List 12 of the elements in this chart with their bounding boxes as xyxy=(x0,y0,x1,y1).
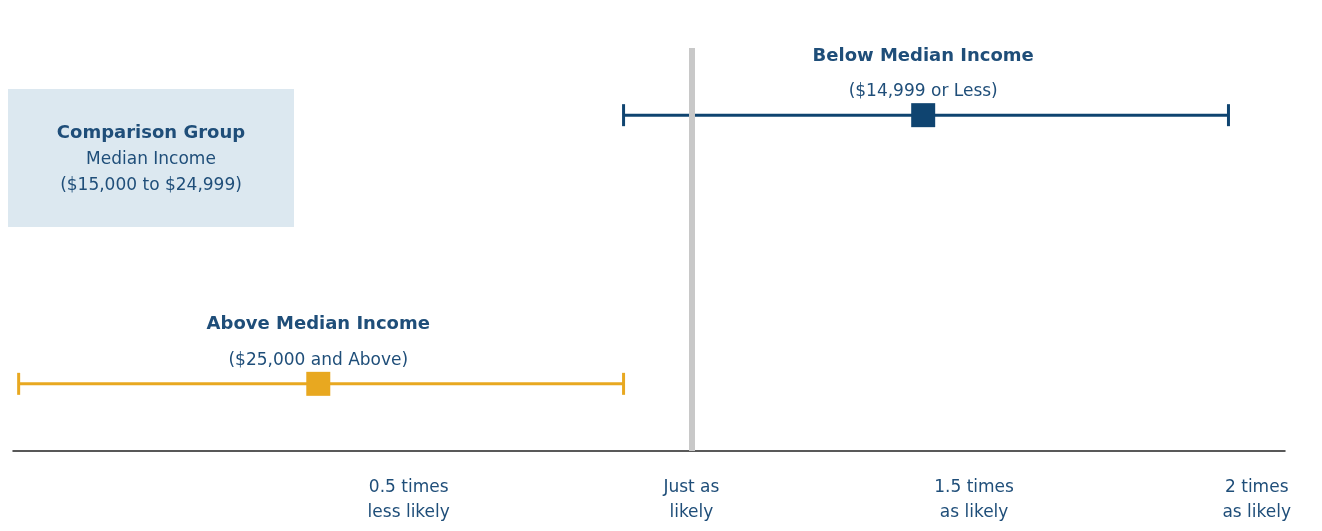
annotation: Median Income xyxy=(86,147,216,170)
x-tick-label: 0.5 times less likely xyxy=(367,475,450,521)
x-tick-label: Just as likely xyxy=(662,475,720,521)
text: Above Median Income xyxy=(206,312,430,334)
x-tick-label: 1.5 times as likely xyxy=(934,475,1015,521)
annotation: ($15,000 to $24,999) xyxy=(60,173,242,196)
annotation: ($25,000 and Above) xyxy=(228,348,409,369)
comparison-box: Comparison Group Median Income ($15,000 to $24,999) xyxy=(8,89,294,227)
text: Below Median Income xyxy=(812,43,1034,65)
x-tick-label: 2 times as likely xyxy=(1222,475,1292,521)
annotation: Comparison Group xyxy=(56,120,246,144)
annotation: ($14,999 or Less) xyxy=(848,80,998,101)
